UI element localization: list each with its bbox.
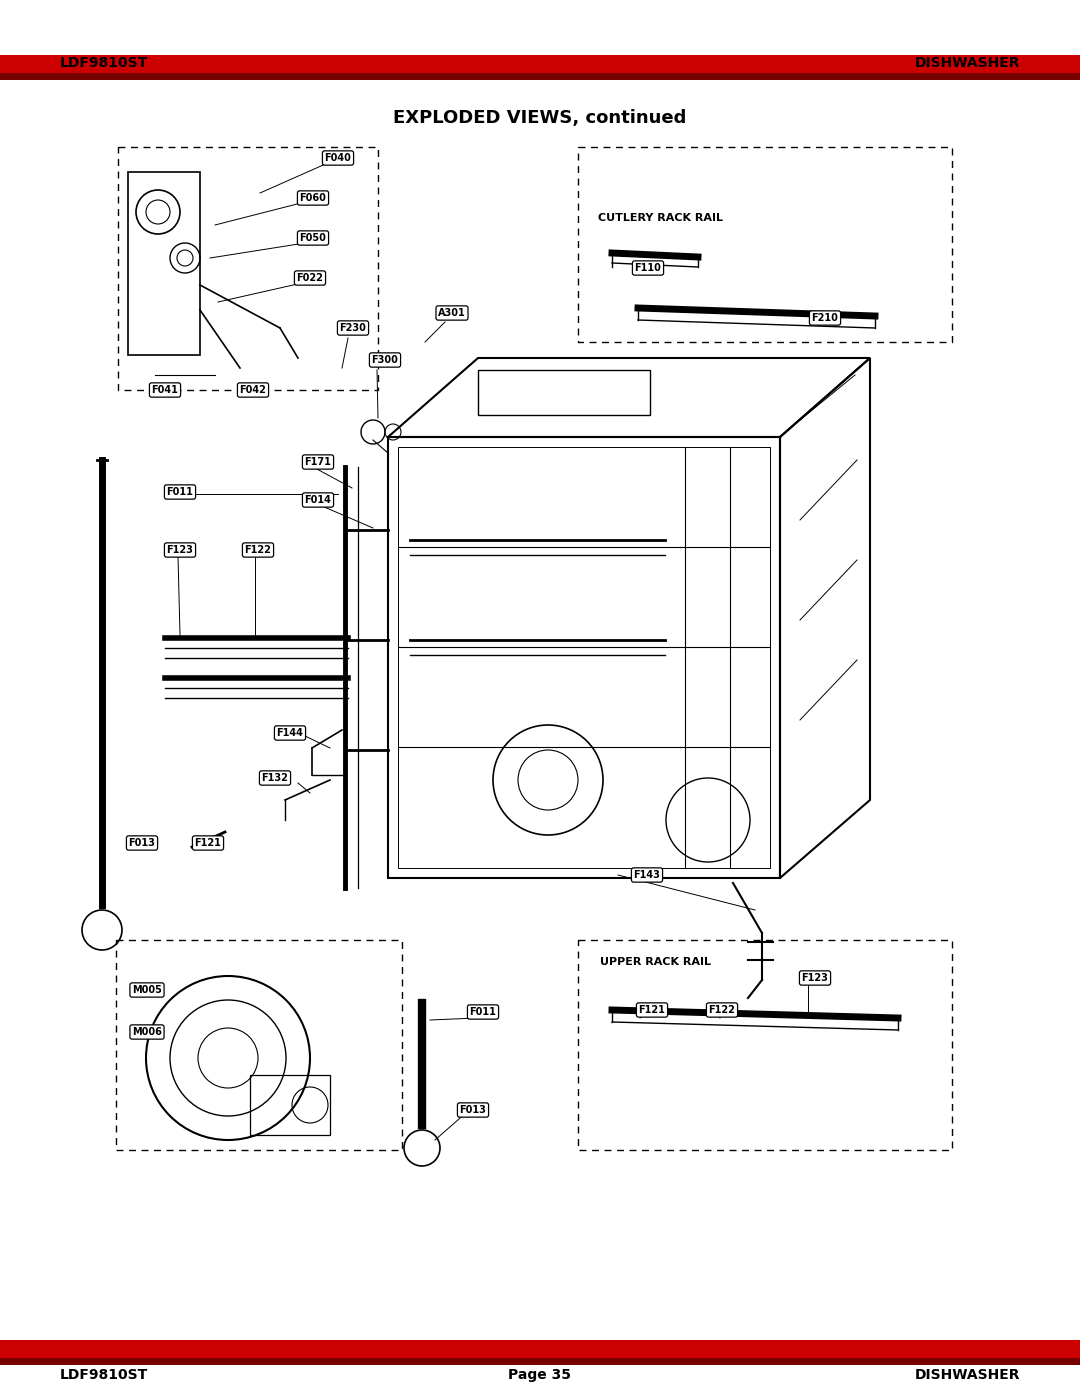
Text: F011: F011 bbox=[470, 1007, 497, 1017]
Text: LDF9810ST: LDF9810ST bbox=[60, 56, 148, 70]
Text: DISHWASHER: DISHWASHER bbox=[915, 56, 1020, 70]
Text: F042: F042 bbox=[240, 386, 267, 395]
Text: F121: F121 bbox=[194, 838, 221, 848]
Text: F144: F144 bbox=[276, 728, 303, 738]
Bar bbox=[0, 1340, 1080, 1361]
Text: F110: F110 bbox=[635, 263, 661, 272]
Text: EXPLODED VIEWS, continued: EXPLODED VIEWS, continued bbox=[393, 109, 687, 127]
Text: F121: F121 bbox=[638, 1004, 665, 1016]
Text: M005: M005 bbox=[132, 985, 162, 995]
Text: F014: F014 bbox=[305, 495, 332, 504]
Text: LDF9810ST: LDF9810ST bbox=[60, 1368, 148, 1382]
Text: F041: F041 bbox=[151, 386, 178, 395]
Text: F060: F060 bbox=[299, 193, 326, 203]
Text: F123: F123 bbox=[801, 972, 828, 983]
Text: F050: F050 bbox=[299, 233, 326, 243]
Text: F143: F143 bbox=[634, 870, 661, 880]
Bar bbox=[0, 54, 1080, 75]
Bar bbox=[0, 1358, 1080, 1365]
Text: F022: F022 bbox=[297, 272, 323, 284]
Text: DISHWASHER: DISHWASHER bbox=[915, 1368, 1020, 1382]
Text: M006: M006 bbox=[132, 1027, 162, 1037]
Text: CUTLERY RACK RAIL: CUTLERY RACK RAIL bbox=[598, 212, 723, 224]
Text: F132: F132 bbox=[261, 773, 288, 782]
Text: F122: F122 bbox=[708, 1004, 735, 1016]
Text: F040: F040 bbox=[325, 154, 351, 163]
Text: F013: F013 bbox=[129, 838, 156, 848]
Text: F011: F011 bbox=[166, 488, 193, 497]
Text: Page 35: Page 35 bbox=[509, 1368, 571, 1382]
Text: F210: F210 bbox=[811, 313, 838, 323]
Text: A301: A301 bbox=[438, 307, 465, 319]
Text: F122: F122 bbox=[244, 545, 271, 555]
Text: F171: F171 bbox=[305, 457, 332, 467]
Text: F300: F300 bbox=[372, 355, 399, 365]
Text: UPPER RACK RAIL: UPPER RACK RAIL bbox=[600, 957, 711, 967]
Text: F013: F013 bbox=[460, 1105, 486, 1115]
Text: F230: F230 bbox=[339, 323, 366, 332]
Bar bbox=[0, 73, 1080, 80]
Text: F123: F123 bbox=[166, 545, 193, 555]
